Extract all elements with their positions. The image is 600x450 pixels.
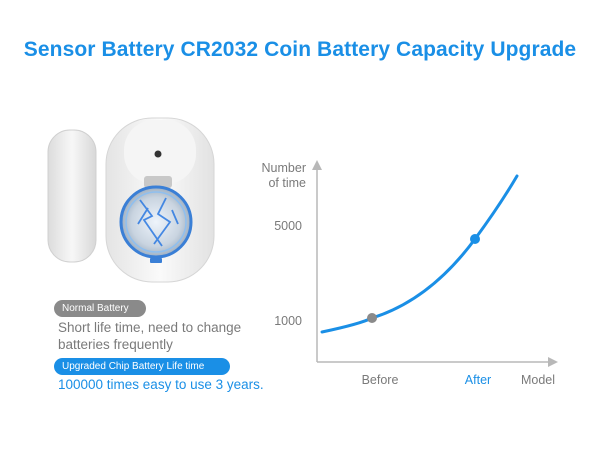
y-axis-label-line1: Number [262,161,306,175]
upgraded-battery-description: 100000 times easy to use 3 years. [58,377,264,392]
coin-battery-icon [119,185,193,259]
x-tick-label-before: Before [362,373,399,387]
magnet-piece [47,129,97,263]
led-icon [154,150,162,158]
data-point-after [470,234,480,244]
page-title: Sensor Battery CR2032 Coin Battery Capac… [23,38,577,61]
x-tick-label-after: After [465,373,491,387]
y-axis-arrow-icon [312,160,322,170]
lightning-icon [137,197,179,247]
x-axis-arrow-icon [548,357,558,367]
capacity-curve [320,174,519,334]
sensor-product-image [47,117,215,283]
normal-battery-badge: Normal Battery [54,300,146,317]
y-tick-label: 1000 [274,314,302,328]
y-axis-label-line2: of time [268,176,306,190]
data-point-before [367,313,377,323]
normal-battery-description: Short life time, need to change batterie… [58,320,242,352]
x-axis-label: Model [521,373,555,387]
upgraded-battery-badge: Upgraded Chip Battery Life time [54,358,230,375]
y-tick-label: 5000 [274,219,302,233]
